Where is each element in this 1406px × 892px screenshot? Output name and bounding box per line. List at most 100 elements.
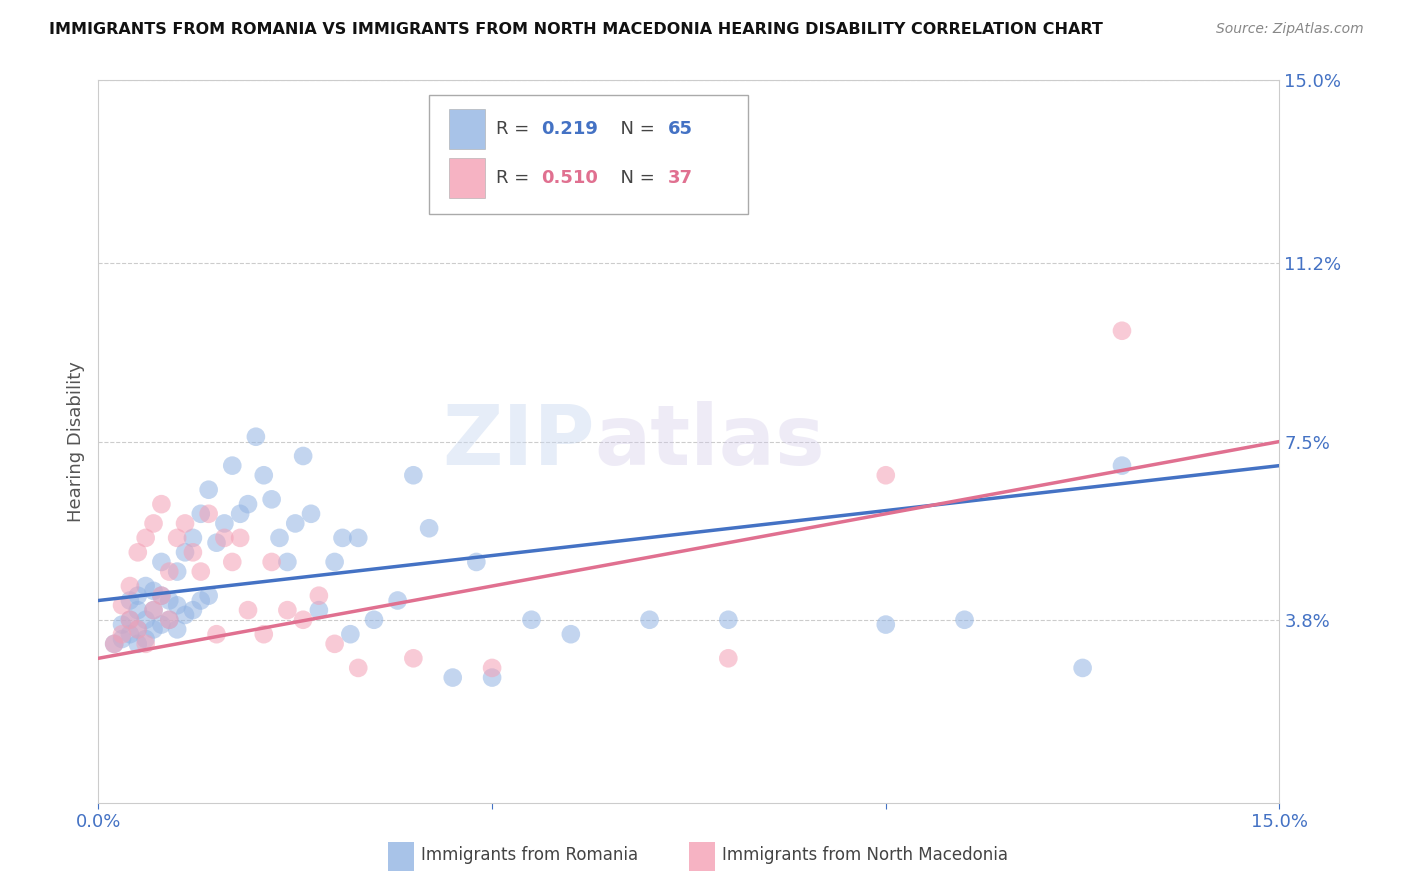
Text: R =: R = bbox=[496, 169, 536, 186]
Point bbox=[1111, 458, 1133, 473]
Point bbox=[717, 651, 740, 665]
Point bbox=[174, 545, 197, 559]
Text: 0.219: 0.219 bbox=[541, 120, 598, 137]
Point bbox=[166, 599, 188, 613]
Point bbox=[181, 545, 204, 559]
Point bbox=[111, 599, 134, 613]
Point bbox=[284, 516, 307, 531]
Point bbox=[253, 468, 276, 483]
FancyBboxPatch shape bbox=[388, 842, 413, 871]
Point bbox=[339, 627, 361, 641]
Point bbox=[118, 593, 141, 607]
Point bbox=[214, 516, 236, 531]
Point bbox=[276, 603, 298, 617]
Point bbox=[197, 589, 219, 603]
Point bbox=[135, 632, 157, 646]
Point bbox=[236, 497, 259, 511]
Point bbox=[157, 565, 180, 579]
Text: 65: 65 bbox=[668, 120, 693, 137]
Point bbox=[127, 637, 149, 651]
Point bbox=[135, 637, 157, 651]
Point bbox=[481, 661, 503, 675]
Point bbox=[181, 603, 204, 617]
Point bbox=[118, 579, 141, 593]
Point bbox=[323, 555, 346, 569]
Point bbox=[299, 507, 322, 521]
Point bbox=[181, 531, 204, 545]
Point bbox=[142, 516, 165, 531]
Point bbox=[150, 555, 173, 569]
Point bbox=[875, 468, 897, 483]
Point bbox=[118, 627, 141, 641]
Point bbox=[717, 613, 740, 627]
Point bbox=[402, 468, 425, 483]
Point bbox=[150, 589, 173, 603]
Point bbox=[190, 565, 212, 579]
Y-axis label: Hearing Disability: Hearing Disability bbox=[66, 361, 84, 522]
Point bbox=[197, 483, 219, 497]
Point bbox=[465, 555, 488, 569]
Point bbox=[197, 507, 219, 521]
Point bbox=[638, 613, 661, 627]
Point bbox=[229, 507, 252, 521]
Point bbox=[135, 613, 157, 627]
Text: N =: N = bbox=[609, 120, 661, 137]
Point bbox=[103, 637, 125, 651]
Point bbox=[103, 637, 125, 651]
Point bbox=[245, 430, 267, 444]
Point bbox=[142, 603, 165, 617]
Point bbox=[221, 458, 243, 473]
Point bbox=[150, 497, 173, 511]
Point bbox=[127, 589, 149, 603]
Point bbox=[111, 617, 134, 632]
Point bbox=[323, 637, 346, 651]
Point bbox=[127, 545, 149, 559]
Point bbox=[363, 613, 385, 627]
Point bbox=[347, 661, 370, 675]
Text: Source: ZipAtlas.com: Source: ZipAtlas.com bbox=[1216, 22, 1364, 37]
Point bbox=[150, 617, 173, 632]
FancyBboxPatch shape bbox=[429, 95, 748, 214]
FancyBboxPatch shape bbox=[449, 158, 485, 198]
Point bbox=[308, 589, 330, 603]
Point bbox=[166, 531, 188, 545]
FancyBboxPatch shape bbox=[689, 842, 714, 871]
Point bbox=[229, 531, 252, 545]
Point bbox=[1071, 661, 1094, 675]
Text: 37: 37 bbox=[668, 169, 693, 186]
Text: atlas: atlas bbox=[595, 401, 825, 482]
Point bbox=[402, 651, 425, 665]
Point bbox=[520, 613, 543, 627]
Point bbox=[269, 531, 291, 545]
Point bbox=[308, 603, 330, 617]
Point bbox=[292, 449, 315, 463]
Point bbox=[142, 623, 165, 637]
Point bbox=[190, 507, 212, 521]
Point bbox=[135, 579, 157, 593]
Point bbox=[418, 521, 440, 535]
Point bbox=[205, 627, 228, 641]
Point bbox=[260, 555, 283, 569]
Point bbox=[127, 623, 149, 637]
Point bbox=[221, 555, 243, 569]
Point bbox=[260, 492, 283, 507]
Point bbox=[875, 617, 897, 632]
Point bbox=[142, 583, 165, 598]
Point bbox=[127, 603, 149, 617]
Text: R =: R = bbox=[496, 120, 536, 137]
Point bbox=[150, 589, 173, 603]
Point bbox=[236, 603, 259, 617]
Point bbox=[347, 531, 370, 545]
Point bbox=[205, 535, 228, 549]
Point bbox=[174, 516, 197, 531]
Point bbox=[953, 613, 976, 627]
Point bbox=[111, 627, 134, 641]
Text: N =: N = bbox=[609, 169, 661, 186]
Text: IMMIGRANTS FROM ROMANIA VS IMMIGRANTS FROM NORTH MACEDONIA HEARING DISABILITY CO: IMMIGRANTS FROM ROMANIA VS IMMIGRANTS FR… bbox=[49, 22, 1104, 37]
Point bbox=[174, 607, 197, 622]
Point bbox=[441, 671, 464, 685]
FancyBboxPatch shape bbox=[449, 109, 485, 149]
Point bbox=[1111, 324, 1133, 338]
Point bbox=[332, 531, 354, 545]
Point bbox=[253, 627, 276, 641]
